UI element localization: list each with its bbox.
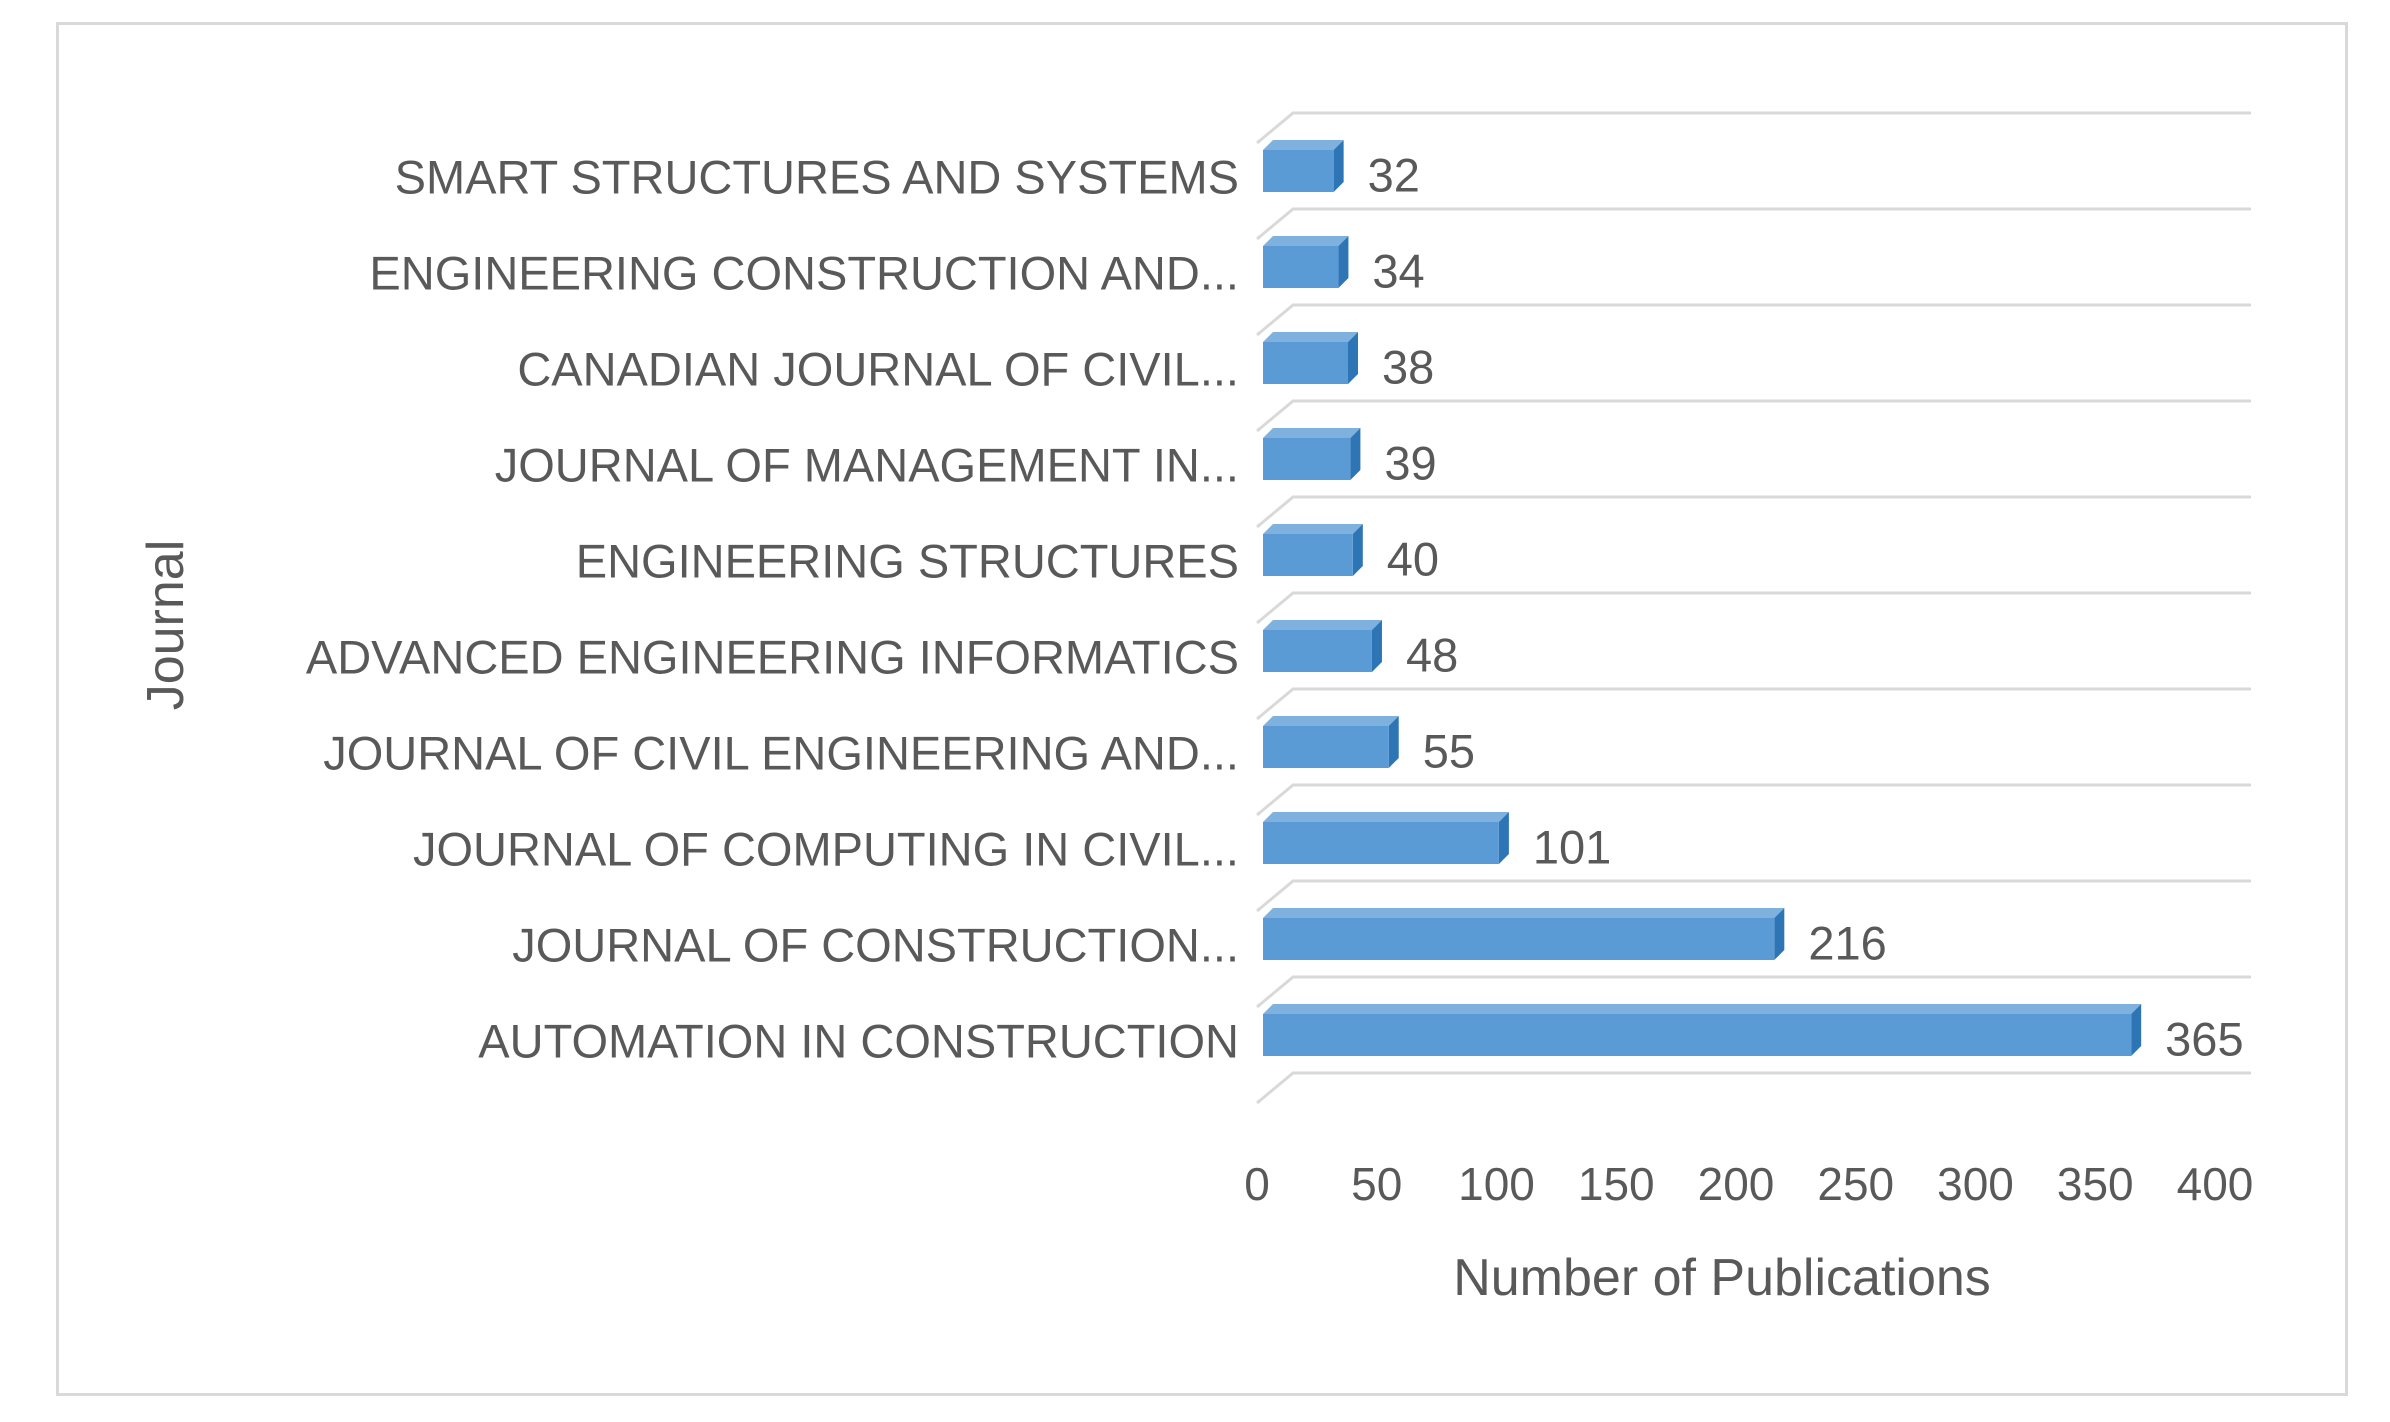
data-label: 34 <box>1372 244 1424 297</box>
labels: 0 50 100 150 200 250 300 350 400 365 AUTOMATION IN… <box>306 148 2254 1210</box>
bar <box>1263 246 1339 288</box>
bar-top-face <box>1263 716 1399 726</box>
category-label: AUTOMATION IN CONSTRUCTION <box>478 1014 1239 1067</box>
x-tick-label: 300 <box>1937 1158 2014 1210</box>
data-label: 38 <box>1382 340 1434 393</box>
category-label: JOURNAL OF MANAGEMENT IN... <box>495 438 1239 491</box>
gridline <box>1256 207 2251 241</box>
category-label: JOURNAL OF CONSTRUCTION... <box>512 918 1239 971</box>
gridline <box>1256 1071 2251 1105</box>
x-tick-label: 150 <box>1578 1158 1655 1210</box>
data-label: 39 <box>1384 436 1436 489</box>
category-label: ENGINEERING CONSTRUCTION AND... <box>369 246 1239 299</box>
category-label: JOURNAL OF CIVIL ENGINEERING AND... <box>323 726 1239 779</box>
bar-side-face <box>1333 140 1344 192</box>
category-label: SMART STRUCTURES AND SYSTEMS <box>395 150 1239 203</box>
x-tick-label: 200 <box>1698 1158 1775 1210</box>
x-tick-label: 250 <box>1817 1158 1894 1210</box>
category-label: CANADIAN JOURNAL OF CIVIL... <box>517 342 1239 395</box>
bar <box>1263 822 1499 864</box>
bar-side-face <box>1348 332 1359 384</box>
bar-side-face <box>1338 236 1349 288</box>
gridline <box>1256 303 2251 337</box>
gridline <box>1256 495 2251 529</box>
bar <box>1263 534 1353 576</box>
bar-top-face <box>1263 620 1382 630</box>
bar-top-face <box>1263 236 1349 246</box>
x-tick-label: 100 <box>1458 1158 1535 1210</box>
chart-frame: 0 50 100 150 200 250 300 350 400 365 AUTOMATION IN… <box>56 22 2348 1396</box>
bar-side-face <box>1774 908 1785 960</box>
bar-chart: 0 50 100 150 200 250 300 350 400 365 AUTOMATION IN… <box>137 111 2254 1307</box>
data-label: 55 <box>1423 724 1475 777</box>
gridline <box>1256 879 2251 913</box>
bar-side-face <box>1498 812 1509 864</box>
data-label: 48 <box>1406 628 1458 681</box>
data-label: 32 <box>1368 148 1420 201</box>
gridline <box>1256 975 2251 1009</box>
gridline <box>1256 783 2251 817</box>
y-axis-title: Journal <box>137 540 195 711</box>
x-tick-label: 400 <box>2177 1158 2254 1210</box>
bar <box>1263 726 1389 768</box>
bar-side-face <box>1371 620 1382 672</box>
bar <box>1263 150 1334 192</box>
bar-top-face <box>1263 332 1359 342</box>
x-tick-label: 50 <box>1351 1158 1402 1210</box>
bar-top-face <box>1263 1004 2142 1014</box>
gridline <box>1256 591 2251 625</box>
bar <box>1263 438 1351 480</box>
bar-top-face <box>1263 428 1361 438</box>
bar-side-face <box>1352 524 1363 576</box>
gridline <box>1256 399 2251 433</box>
bar <box>1263 918 1775 960</box>
category-label: ADVANCED ENGINEERING INFORMATICS <box>306 630 1239 683</box>
x-axis-title: Number of Publications <box>1453 1249 1991 1307</box>
category-label: ENGINEERING STRUCTURES <box>576 534 1239 587</box>
x-tick-label: 0 <box>1244 1158 1270 1210</box>
data-label: 101 <box>1533 820 1611 873</box>
category-label: JOURNAL OF COMPUTING IN CIVIL... <box>413 822 1239 875</box>
bar <box>1263 1014 2132 1056</box>
gridlines <box>1256 111 2251 1105</box>
bar-top-face <box>1263 908 1785 918</box>
gridline <box>1256 687 2251 721</box>
bars <box>1263 140 2142 1056</box>
bar-side-face <box>1350 428 1361 480</box>
bar-side-face <box>2131 1004 2142 1056</box>
data-label: 365 <box>2165 1012 2243 1065</box>
bar <box>1263 630 1372 672</box>
x-tick-label: 350 <box>2057 1158 2134 1210</box>
bar-top-face <box>1263 140 1344 150</box>
data-label: 216 <box>1808 916 1886 969</box>
gridline <box>1256 111 2251 145</box>
bar <box>1263 342 1349 384</box>
data-label: 40 <box>1387 532 1439 585</box>
bar-top-face <box>1263 812 1509 822</box>
bar-top-face <box>1263 524 1363 534</box>
bar-side-face <box>1388 716 1399 768</box>
